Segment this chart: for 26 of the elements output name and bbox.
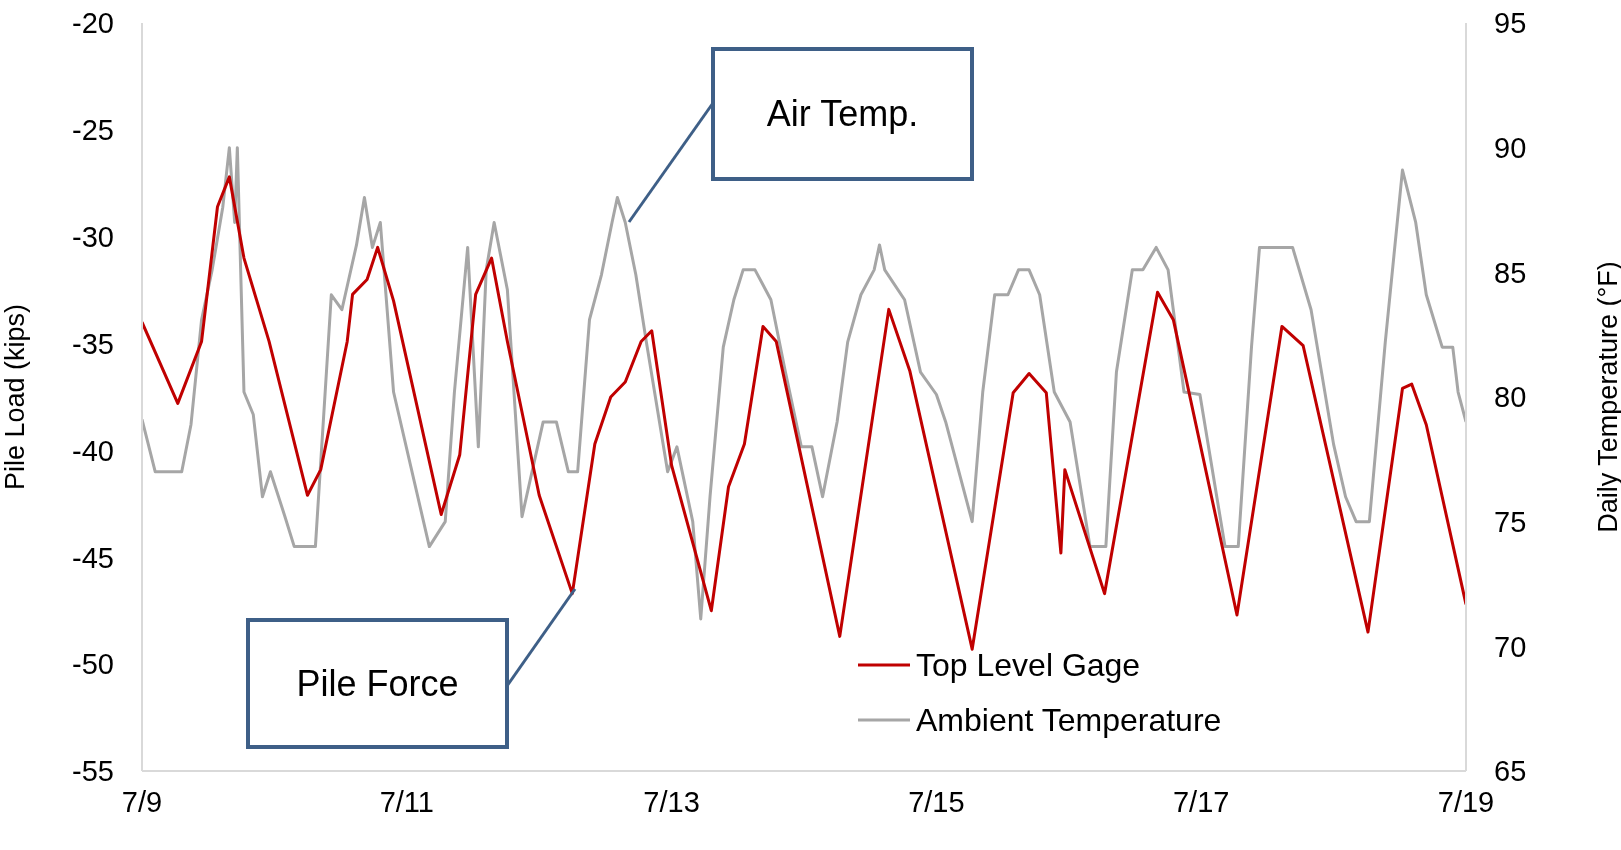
y2-tick-label: 70 bbox=[1494, 630, 1527, 663]
x-tick-label: 7/13 bbox=[643, 785, 700, 818]
y-axis-title: Pile Load (kips) bbox=[0, 303, 30, 491]
y2-tick-label: 85 bbox=[1494, 256, 1527, 289]
y-tick-label: -45 bbox=[72, 541, 114, 574]
annotation: Air Temp. bbox=[766, 93, 919, 134]
y2-tick-label: 65 bbox=[1494, 755, 1527, 788]
y-tick-label: -35 bbox=[72, 327, 114, 360]
y-tick-label: -40 bbox=[72, 434, 114, 467]
y-tick-label: -50 bbox=[72, 648, 114, 681]
y-tick-label: -20 bbox=[72, 7, 114, 40]
y-tick-label: -25 bbox=[72, 114, 114, 147]
y2-tick-label: 75 bbox=[1494, 505, 1527, 538]
y2-tick-label: 80 bbox=[1494, 381, 1527, 414]
x-tick-label: 7/15 bbox=[908, 785, 965, 818]
annotation: Pile Force bbox=[296, 662, 459, 704]
y2-tick-label: 90 bbox=[1494, 131, 1527, 164]
y2-tick-label: 95 bbox=[1494, 7, 1527, 40]
legend-label: Ambient Temperature bbox=[916, 702, 1222, 738]
x-tick-label: 7/17 bbox=[1172, 785, 1230, 818]
legend-label: Top Level Gage bbox=[916, 647, 1141, 683]
y-tick-label: -30 bbox=[72, 221, 114, 254]
x-tick-label: 7/9 bbox=[121, 785, 163, 818]
x-tick-label: 7/19 bbox=[1437, 785, 1495, 818]
x-tick-label: 7/11 bbox=[379, 785, 434, 818]
y-tick-label: -55 bbox=[72, 755, 114, 788]
